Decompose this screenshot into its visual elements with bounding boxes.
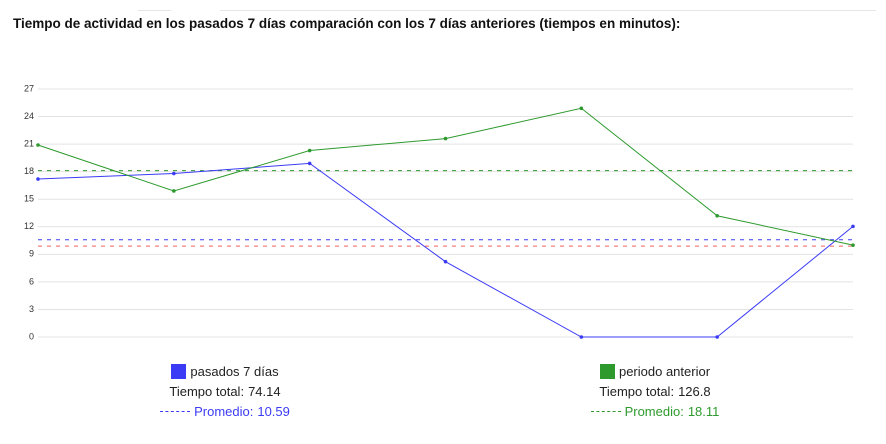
data-point <box>715 213 719 218</box>
data-point <box>172 189 176 193</box>
legend-item: periodo anterior Tiempo total: 126.8 Prom… <box>525 362 785 422</box>
average-dash <box>160 411 191 412</box>
data-point <box>36 143 40 147</box>
series-line <box>37 107 854 246</box>
data-point <box>172 171 176 176</box>
data-point <box>579 106 584 111</box>
data-point <box>443 259 448 264</box>
total-value: 126.8 <box>678 384 711 399</box>
average-label: Promedio: <box>624 404 684 419</box>
average-label: Promedio: <box>194 404 254 419</box>
y-tick-label: 24 <box>24 111 34 121</box>
chart-title: Tiempo de actividad en los pasados 7 día… <box>13 16 681 31</box>
data-point <box>579 335 584 339</box>
legend-swatch <box>599 364 615 379</box>
tab-line <box>220 10 876 11</box>
total-value: 74.14 <box>248 384 281 399</box>
legend-item: pasados 7 días Tiempo total: 74.14 Promed… <box>95 362 355 422</box>
total-label: Tiempo total: <box>169 384 245 399</box>
chart: 0 3 6 9 12 15 18 21 24 27 <box>24 83 855 341</box>
average-dash <box>590 411 621 412</box>
legend-label: pasados 7 días <box>190 364 279 379</box>
data-point <box>307 161 312 166</box>
y-tick-label: 3 <box>29 304 34 314</box>
y-tick-label: 0 <box>29 331 34 341</box>
y-tick-label: 6 <box>29 276 34 286</box>
data-point <box>36 177 40 181</box>
tab-line <box>138 10 171 11</box>
y-tick-label: 12 <box>24 221 34 231</box>
y-tick-label: 9 <box>29 249 34 259</box>
y-tick-label: 21 <box>24 138 34 148</box>
legend-label: periodo anterior <box>618 364 711 379</box>
average-value: 10.59 <box>257 404 290 419</box>
y-tick-label: 27 <box>24 83 34 93</box>
legend-swatch <box>171 364 187 379</box>
data-point <box>851 243 855 247</box>
data-point <box>443 136 448 141</box>
total-label: Tiempo total: <box>599 384 675 399</box>
data-point <box>851 224 855 229</box>
average-value: 18.11 <box>687 404 720 419</box>
y-tick-label: 18 <box>24 166 34 176</box>
data-point <box>307 148 312 153</box>
data-point <box>715 335 719 339</box>
y-tick-label: 15 <box>24 194 34 204</box>
series-line <box>37 162 854 338</box>
